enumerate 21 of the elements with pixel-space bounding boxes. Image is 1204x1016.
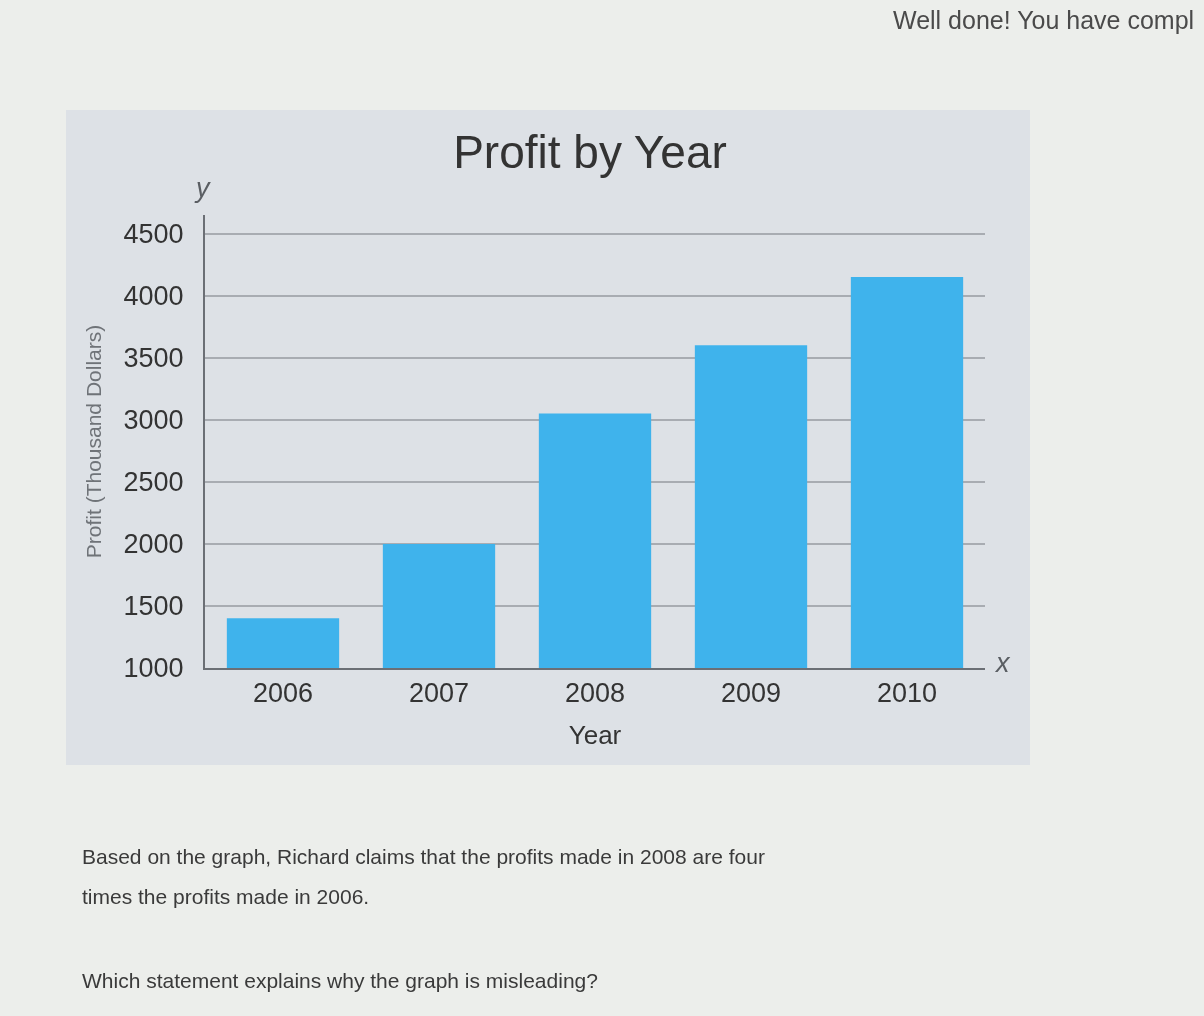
- y-axis-title: Profit (Thousand Dollars): [82, 324, 106, 559]
- y-tick-label: 4500: [123, 219, 184, 250]
- text: Based on the graph, Richard claims that the profits made in 2008 are four times the profits made in 2006.: [82, 845, 765, 908]
- x-tick-label: 2009: [720, 678, 782, 709]
- y-tick-label: 3500: [123, 343, 184, 374]
- text: Which statement explains why the graph is misleading?: [82, 969, 598, 992]
- x-axis-title: Year: [568, 719, 622, 750]
- x-tick-label: 2006: [252, 678, 314, 709]
- x-tick-label: 2007: [408, 678, 470, 709]
- x-tick-label: 2010: [876, 678, 938, 709]
- text: x: [994, 648, 1011, 678]
- y-tick-label: 4000: [123, 281, 184, 312]
- y-tick-label: 2500: [123, 467, 184, 498]
- x-tick-label: 2008: [564, 678, 626, 709]
- text: Well done! You have compl: [893, 6, 1195, 34]
- chart-title: Profit by Year: [453, 126, 727, 179]
- text: y: [194, 173, 211, 203]
- y-tick-label: 2000: [123, 529, 184, 560]
- y-tick-label: 3000: [123, 405, 184, 436]
- y-tick-label: 1500: [123, 591, 184, 622]
- y-tick-label: 1000: [123, 653, 184, 684]
